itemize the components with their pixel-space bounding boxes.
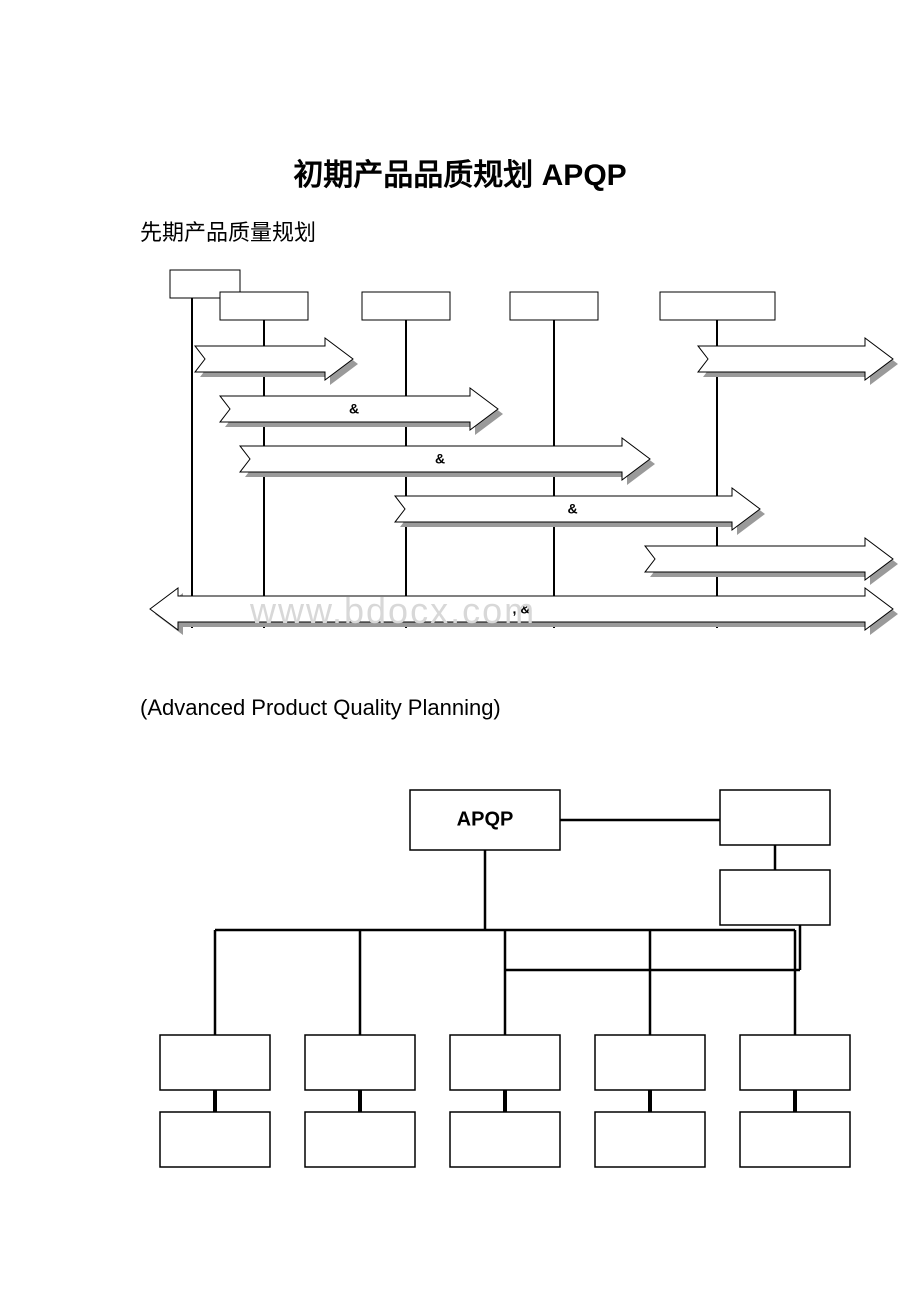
page-title: 初期产品品质规划 APQP [0,150,920,194]
svg-text:&: & [567,501,577,517]
watermark-text: www.bdocx.com [250,590,536,632]
subtitle-text: 先期产品质量规划 [140,215,316,247]
subtitle2-text: (Advanced Product Quality Planning) [140,695,501,721]
svg-text:APQP: APQP [457,808,514,830]
org-chart-diagram: APQP [140,780,880,1200]
timeline-diagram: &&&, & [140,260,920,640]
svg-text:&: & [435,451,445,467]
svg-text:&: & [349,401,359,417]
